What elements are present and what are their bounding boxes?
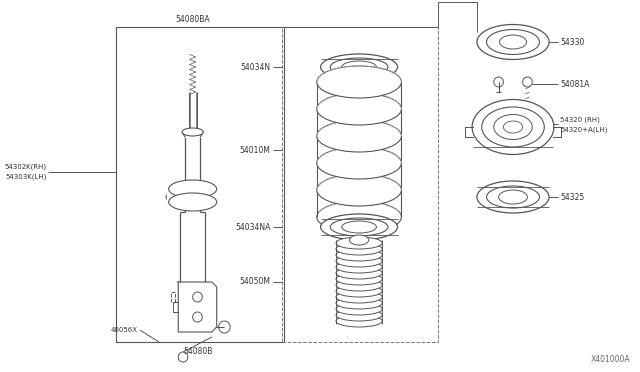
Ellipse shape (168, 180, 217, 198)
Text: 54080B: 54080B (184, 346, 213, 356)
Ellipse shape (336, 285, 382, 297)
Text: X401000A: X401000A (591, 356, 630, 365)
Ellipse shape (178, 352, 188, 362)
Ellipse shape (336, 243, 382, 255)
Text: 54081A: 54081A (560, 80, 589, 89)
Ellipse shape (317, 201, 401, 233)
Text: 54080BA: 54080BA (175, 15, 210, 23)
Ellipse shape (336, 291, 382, 303)
Ellipse shape (317, 120, 401, 152)
Ellipse shape (321, 214, 397, 240)
Ellipse shape (494, 77, 504, 87)
Text: 54303K(LH): 54303K(LH) (5, 174, 47, 180)
Ellipse shape (477, 181, 549, 213)
Ellipse shape (500, 35, 527, 49)
Text: 54034NA: 54034NA (236, 222, 271, 231)
Ellipse shape (482, 107, 544, 147)
Ellipse shape (477, 25, 549, 60)
Text: 40056X: 40056X (111, 327, 138, 333)
Ellipse shape (472, 99, 554, 154)
Ellipse shape (193, 312, 202, 322)
Bar (116, 27, 284, 342)
Ellipse shape (486, 186, 540, 208)
Ellipse shape (336, 267, 382, 279)
Ellipse shape (173, 190, 212, 204)
Ellipse shape (336, 303, 382, 315)
Text: 54302K(RH): 54302K(RH) (4, 164, 47, 170)
Ellipse shape (504, 121, 523, 133)
Ellipse shape (342, 221, 376, 233)
Ellipse shape (193, 292, 202, 302)
Ellipse shape (336, 249, 382, 261)
Ellipse shape (336, 237, 382, 249)
Ellipse shape (168, 193, 217, 211)
Ellipse shape (317, 66, 401, 98)
Ellipse shape (336, 261, 382, 273)
Ellipse shape (166, 187, 219, 207)
Polygon shape (166, 187, 175, 207)
Ellipse shape (317, 93, 401, 125)
Text: 54330: 54330 (560, 38, 584, 46)
Ellipse shape (219, 321, 230, 333)
Bar (282, 27, 438, 342)
Ellipse shape (336, 255, 382, 267)
Text: 54320 (RH): 54320 (RH) (560, 117, 600, 123)
Ellipse shape (523, 77, 532, 87)
Ellipse shape (321, 54, 397, 80)
Ellipse shape (330, 218, 388, 236)
Text: 54325: 54325 (560, 192, 584, 202)
Ellipse shape (342, 61, 376, 73)
Ellipse shape (349, 235, 369, 245)
Ellipse shape (336, 279, 382, 291)
Ellipse shape (499, 190, 527, 204)
Ellipse shape (336, 297, 382, 309)
Ellipse shape (494, 115, 532, 140)
Ellipse shape (317, 174, 401, 206)
Ellipse shape (336, 273, 382, 285)
Polygon shape (210, 187, 219, 207)
Text: 54034N: 54034N (241, 62, 271, 71)
Text: 54050M: 54050M (239, 278, 271, 286)
Ellipse shape (336, 309, 382, 321)
Ellipse shape (317, 147, 401, 179)
Ellipse shape (182, 128, 204, 136)
Ellipse shape (336, 315, 382, 327)
Ellipse shape (486, 29, 540, 55)
Text: 54320+A(LH): 54320+A(LH) (560, 127, 607, 133)
Ellipse shape (330, 58, 388, 76)
Text: 54010M: 54010M (240, 145, 271, 154)
